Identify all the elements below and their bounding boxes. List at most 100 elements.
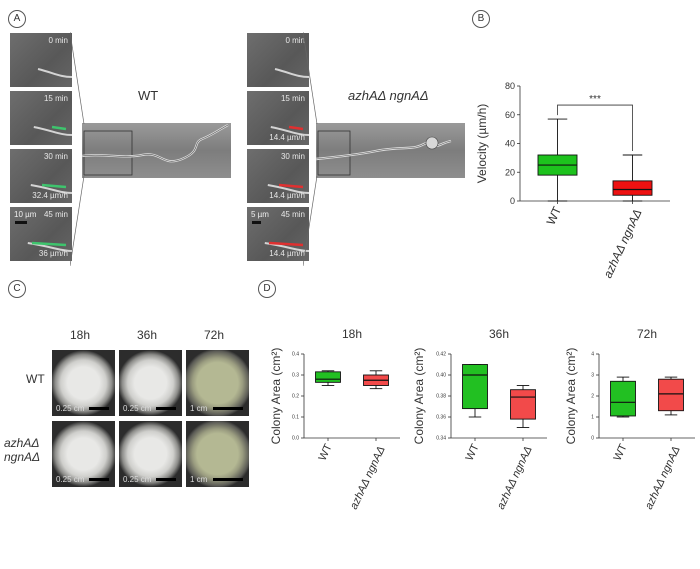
colony-disc xyxy=(52,421,115,487)
y-tick-label: 60 xyxy=(505,110,515,120)
panel-label-a: A xyxy=(8,10,26,28)
colony-area-72h-boxplot: 72h 0 1 2 3 4 Colony Area (cm²) WT azhAΔ ngnAΔ xyxy=(564,327,695,512)
y-tick-label: 40 xyxy=(505,139,515,149)
y-tick-label: 0.36 xyxy=(436,415,446,421)
mutant-frame-3: 45 min 14.4 µm/h 5 µm xyxy=(247,207,309,261)
colony-disc xyxy=(186,350,249,416)
box-body xyxy=(315,371,341,383)
y-tick-label: 4 xyxy=(591,352,594,358)
colony-disc xyxy=(119,421,182,487)
wt-frame-velocity: 36 µm/h xyxy=(38,249,68,258)
colony-disc xyxy=(52,350,115,416)
wt-frame-time: 45 min xyxy=(43,210,68,219)
colony-scale-bar xyxy=(89,407,109,410)
y-axis-label: Colony Area (cm²) xyxy=(564,348,578,445)
colony-image-0-1: 0.25 cm xyxy=(119,350,182,416)
box-0 xyxy=(462,364,488,418)
wt-hypha-overview xyxy=(82,123,231,178)
colony-image-0-2: 1 cm xyxy=(186,350,249,416)
significance-stars: *** xyxy=(589,94,601,105)
colony-disc xyxy=(119,350,182,416)
mutant-hypha-3 xyxy=(264,241,309,252)
y-tick-label: 0.1 xyxy=(292,415,299,421)
y-tick-label: 80 xyxy=(505,81,515,91)
mutant-scale-label: 5 µm xyxy=(251,210,269,219)
mutant-scale-bar xyxy=(252,221,261,224)
colony-area-18h-boxplot: 18h 0.0 0.1 0.2 0.3 0.4 Colony Area (cm²) WT azh… xyxy=(269,327,400,512)
mutant-zoom-connector xyxy=(303,31,318,267)
colony-area-36h-boxplot: 36h 0.34 0.36 0.38 0.40 0.42 Colony Area (cm²)… xyxy=(412,327,547,512)
y-tick-label: 1 xyxy=(591,415,594,421)
wt-hypha-0 xyxy=(37,68,72,78)
colony-image-1-1: 0.25 cm xyxy=(119,421,182,487)
x-category-label: azhAΔ ngnAΔ xyxy=(495,445,535,512)
colony-time-36h: 36h xyxy=(137,328,158,342)
x-category-label: WT xyxy=(612,442,630,463)
colony-disc xyxy=(186,421,249,487)
y-tick-label: 0.3 xyxy=(292,373,299,379)
wt-scale-bar xyxy=(15,221,27,224)
wt-zoom-box xyxy=(83,130,133,176)
mutant-frame-time: 0 min xyxy=(285,36,305,45)
mutant-frame-time: 45 min xyxy=(280,210,305,219)
colony-scale-label: 1 cm xyxy=(190,404,208,413)
wt-label: WT xyxy=(138,88,159,103)
y-tick-label: 0.4 xyxy=(292,352,299,358)
wt-hypha-1 xyxy=(33,125,72,136)
colony-scale-label: 0.25 cm xyxy=(123,475,152,484)
wt-frame-velocity: 32.4 µm/h xyxy=(32,191,68,200)
y-tick-label: 0.0 xyxy=(292,436,299,442)
mutant-label: azhAΔ ngnAΔ xyxy=(348,88,429,103)
box-1 xyxy=(658,376,684,416)
wt-hypha-2 xyxy=(30,183,72,194)
panel-label-b: B xyxy=(472,10,490,28)
chart-title: 18h xyxy=(342,327,362,341)
colony-time-72h: 72h xyxy=(204,328,225,342)
mutant-hypha-1 xyxy=(270,125,309,136)
box-body xyxy=(612,180,653,196)
box-0 xyxy=(537,118,578,202)
significance-bracket xyxy=(557,104,633,151)
y-tick-label: 20 xyxy=(505,167,515,177)
y-tick-label: 0.42 xyxy=(436,352,446,358)
colony-scale-label: 0.25 cm xyxy=(56,404,85,413)
x-category-label: azhAΔ ngnAΔ xyxy=(601,207,645,280)
panel-label-c: C xyxy=(8,280,26,298)
mutant-frame-time: 15 min xyxy=(280,94,305,103)
box-body xyxy=(462,364,488,410)
x-category-label: azhAΔ ngnAΔ xyxy=(643,445,683,512)
mutant-frame-0: 0 min xyxy=(247,33,309,87)
velocity-boxplot: 0 20 40 60 80 Velocity (µm/h) WT azhAΔ ngnAΔ *** xyxy=(475,81,670,280)
y-tick-label: 0.34 xyxy=(436,436,446,442)
chart-title: 72h xyxy=(637,327,657,341)
colony-scale-bar xyxy=(156,478,176,481)
box-body xyxy=(510,389,536,420)
panel-label-d: D xyxy=(258,280,276,298)
wt-frame-1: 15 min xyxy=(10,91,72,145)
y-tick-label: 2 xyxy=(591,394,594,400)
box-body xyxy=(610,380,636,417)
colony-scale-bar xyxy=(213,478,243,481)
wt-hypha-3 xyxy=(27,241,72,252)
y-tick-label: 3 xyxy=(591,373,594,379)
y-tick-label: 0 xyxy=(510,196,515,206)
mutant-frame-2: 30 min 14.4 µm/h xyxy=(247,149,309,203)
x-category-label: WT xyxy=(317,442,335,463)
y-tick-label: 0.38 xyxy=(436,394,446,400)
mutant-frame-time: 30 min xyxy=(280,152,305,161)
y-tick-label: 0.40 xyxy=(436,373,446,379)
mutant-hypha-overview xyxy=(316,123,465,178)
colony-scale-bar xyxy=(213,407,243,410)
mutant-frame-velocity: 14.4 µm/h xyxy=(269,249,305,258)
colony-scale-bar xyxy=(89,478,109,481)
mutant-frame-1: 15 min 14.4 µm/h xyxy=(247,91,309,145)
box-0 xyxy=(610,376,636,418)
wt-frame-0: 0 min xyxy=(10,33,72,87)
mutant-hypha-2 xyxy=(267,183,309,194)
colony-row-label-0: WT xyxy=(26,372,45,386)
box-1 xyxy=(510,385,536,428)
mutant-hypha-drawing xyxy=(316,130,452,176)
x-category-label: azhAΔ ngnAΔ xyxy=(348,445,388,512)
wt-frame-time: 15 min xyxy=(43,94,68,103)
mutant-frame-velocity: 14.4 µm/h xyxy=(269,133,305,142)
